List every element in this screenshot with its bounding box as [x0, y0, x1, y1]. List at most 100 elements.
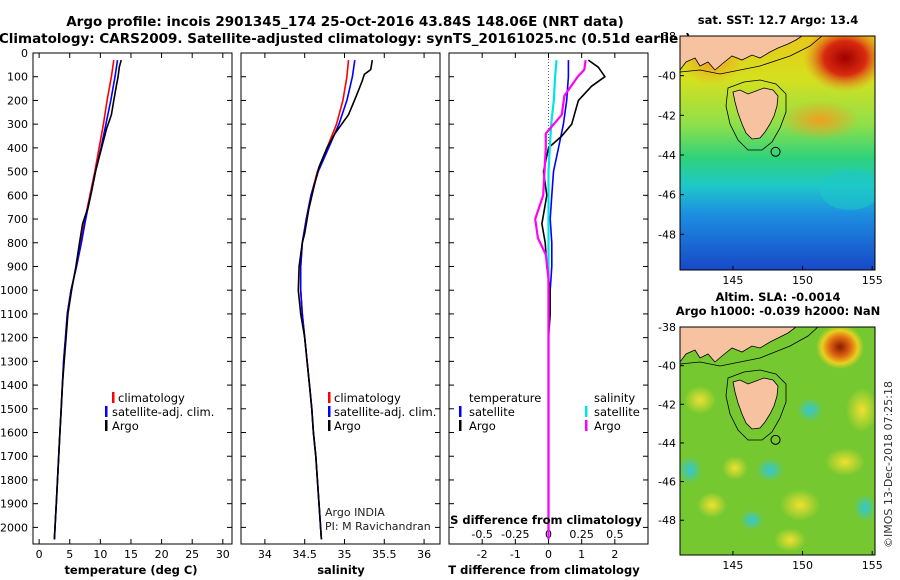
- map-y-tick-label: -46: [658, 189, 676, 202]
- sla-map-frame: [679, 326, 876, 556]
- depth-tick-label: 1000: [0, 284, 28, 297]
- pi-label: PI: M Ravichandran: [325, 520, 431, 533]
- map-x-tick-label: 145: [722, 559, 743, 572]
- profile-lines: [53, 59, 606, 540]
- sst-shelf-contour: [680, 36, 823, 75]
- t-difference-x-axis: -2 -1 0 1 2: [477, 53, 618, 561]
- t-difference-xlabel: T difference from climatology: [448, 563, 640, 577]
- s-diff-tick-label: 0.5: [606, 528, 624, 541]
- depth-tick-label: 1800: [0, 474, 28, 487]
- profile-line-climatology: [299, 60, 350, 540]
- legend-climatology: climatology: [118, 391, 185, 405]
- sla-blob: [684, 386, 716, 414]
- s-diff-tick-label: 0.25: [569, 528, 594, 541]
- legend-s-argo: Argo: [594, 419, 621, 433]
- x-tick-label: 25: [185, 548, 199, 561]
- sla-low-anomaly: [680, 456, 702, 484]
- sst-map-frame: [679, 35, 876, 271]
- map-x-tick-label: 150: [792, 559, 813, 572]
- x-tick-label: -2: [477, 548, 488, 561]
- tasmania: [732, 377, 779, 430]
- map-x-tick-label: 155: [862, 274, 883, 287]
- figure-title-line2: Climatology: CARS2009. Satellite-adjuste…: [0, 31, 691, 47]
- profile-line-argo: [53, 59, 122, 540]
- map-y-tick-label: -42: [658, 398, 676, 411]
- x-tick-label: 34: [258, 548, 272, 561]
- temperature-legend: climatology satellite-adj. clim. Argo: [105, 391, 214, 433]
- depth-tick-label: 1600: [0, 427, 28, 440]
- difference-legend: temperature satellite Argo salinity sate…: [459, 391, 640, 433]
- legend-t-satellite: satellite: [469, 405, 515, 419]
- depth-axis: 0 100 200 300 400 500 600 700 800 900 1000 1100 1200…: [0, 47, 648, 534]
- sla-low-anomaly: [797, 398, 823, 422]
- map-x-tick-label: 155: [862, 559, 883, 572]
- imos-timestamp: ©IMOS 13-Dec-2018 07:25:18: [882, 381, 895, 548]
- depth-tick-label: 500: [7, 166, 28, 179]
- depth-tick-label: 200: [7, 94, 28, 107]
- s-diff-tick-label: -0.5: [471, 528, 492, 541]
- depth-tick-label: 600: [7, 189, 28, 202]
- mainland-australia: [680, 36, 803, 71]
- x-tick-label: 36: [417, 548, 431, 561]
- sst-depth-contour: [725, 79, 787, 151]
- sla-high-anomaly: [816, 327, 864, 369]
- salinity-legend: climatology satellite-adj. clim. Argo: [328, 391, 436, 433]
- x-tick-label: 20: [155, 548, 169, 561]
- x-tick-label: 10: [93, 548, 107, 561]
- sst-map: 145 150 155 -38 -40 -42 -44 -46 -48 sat. SST: 12…: [658, 13, 883, 287]
- map-y-tick-label: -38: [658, 30, 676, 43]
- depth-tick-label: 1100: [0, 308, 28, 321]
- legend-swatch-satellite-adj: [328, 406, 331, 417]
- sla-map: 145 150 155 -38 -40 -42 -44 -46 -48 Altim. SLA: …: [658, 290, 883, 572]
- x-tick-label: 0: [545, 548, 552, 561]
- map-y-tick-label: -48: [658, 228, 676, 241]
- legend-swatch-climatology: [328, 392, 331, 403]
- depth-tick-label: 1200: [0, 332, 28, 345]
- depth-tick-label: 300: [7, 118, 28, 131]
- depth-tick-label: 800: [7, 237, 28, 250]
- sla-low-anomaly: [740, 510, 764, 530]
- legend-satellite-adj: satellite-adj. clim.: [112, 405, 214, 419]
- profile-line-argo: [297, 59, 374, 540]
- depth-tick-label: 700: [7, 213, 28, 226]
- legend-climatology: climatology: [334, 391, 401, 405]
- map-y-tick-label: -42: [658, 109, 676, 122]
- map-y-tick-label: -46: [658, 476, 676, 489]
- legend-s-satellite: satellite: [594, 405, 640, 419]
- sst-warm-patch-2: [780, 100, 860, 140]
- x-tick-label: 15: [124, 548, 138, 561]
- legend-swatch-s-satellite: [585, 406, 588, 417]
- sst-cool-patch: [820, 170, 875, 210]
- legend-swatch-argo: [328, 420, 331, 431]
- map-y-tick-label: -48: [658, 514, 676, 527]
- legend-swatch-t-satellite: [459, 406, 462, 417]
- depth-tick-label: 1500: [0, 403, 28, 416]
- map-y-tick-label: -40: [658, 360, 676, 373]
- sla-depth-contour: [725, 369, 787, 441]
- salinity-panel-frame: [240, 52, 441, 545]
- depth-tick-label: 900: [7, 260, 28, 273]
- map-y-tick-label: -44: [658, 149, 676, 162]
- x-tick-label: 30: [216, 548, 230, 561]
- legend-swatch-satellite-adj: [105, 406, 108, 417]
- salinity-xlabel: salinity: [317, 563, 365, 577]
- legend-swatch-s-argo: [585, 420, 588, 431]
- x-tick-label: 34.5: [292, 548, 317, 561]
- salinity-x-axis: 34 34.5 35 35.5 36: [258, 53, 431, 561]
- temperature-x-axis: 0 5 10 15 20 25 30: [36, 53, 230, 561]
- depth-tick-label: 1400: [0, 379, 28, 392]
- sla-map-title: Altim. SLA: -0.0014: [715, 290, 840, 304]
- map-y-tick-label: -40: [658, 70, 676, 83]
- x-tick-label: 2: [611, 548, 618, 561]
- profile-line-satellite-adj-clim-: [53, 59, 119, 540]
- legend-argo: Argo: [334, 419, 361, 433]
- x-tick-label: 35: [337, 548, 351, 561]
- profile-line-salinity-argo: [534, 59, 587, 540]
- legend-satellite-adj: satellite-adj. clim.: [334, 405, 436, 419]
- depth-tick-label: 400: [7, 142, 28, 155]
- sla-blob: [825, 448, 865, 476]
- sst-map-title: sat. SST: 12.7 Argo: 13.4: [698, 13, 858, 27]
- x-tick-label: -1: [510, 548, 521, 561]
- s-difference-xlabel: S difference from climatology: [450, 513, 642, 527]
- figure-title-line1: Argo profile: incois 2901345_174 25-Oct-…: [66, 14, 624, 30]
